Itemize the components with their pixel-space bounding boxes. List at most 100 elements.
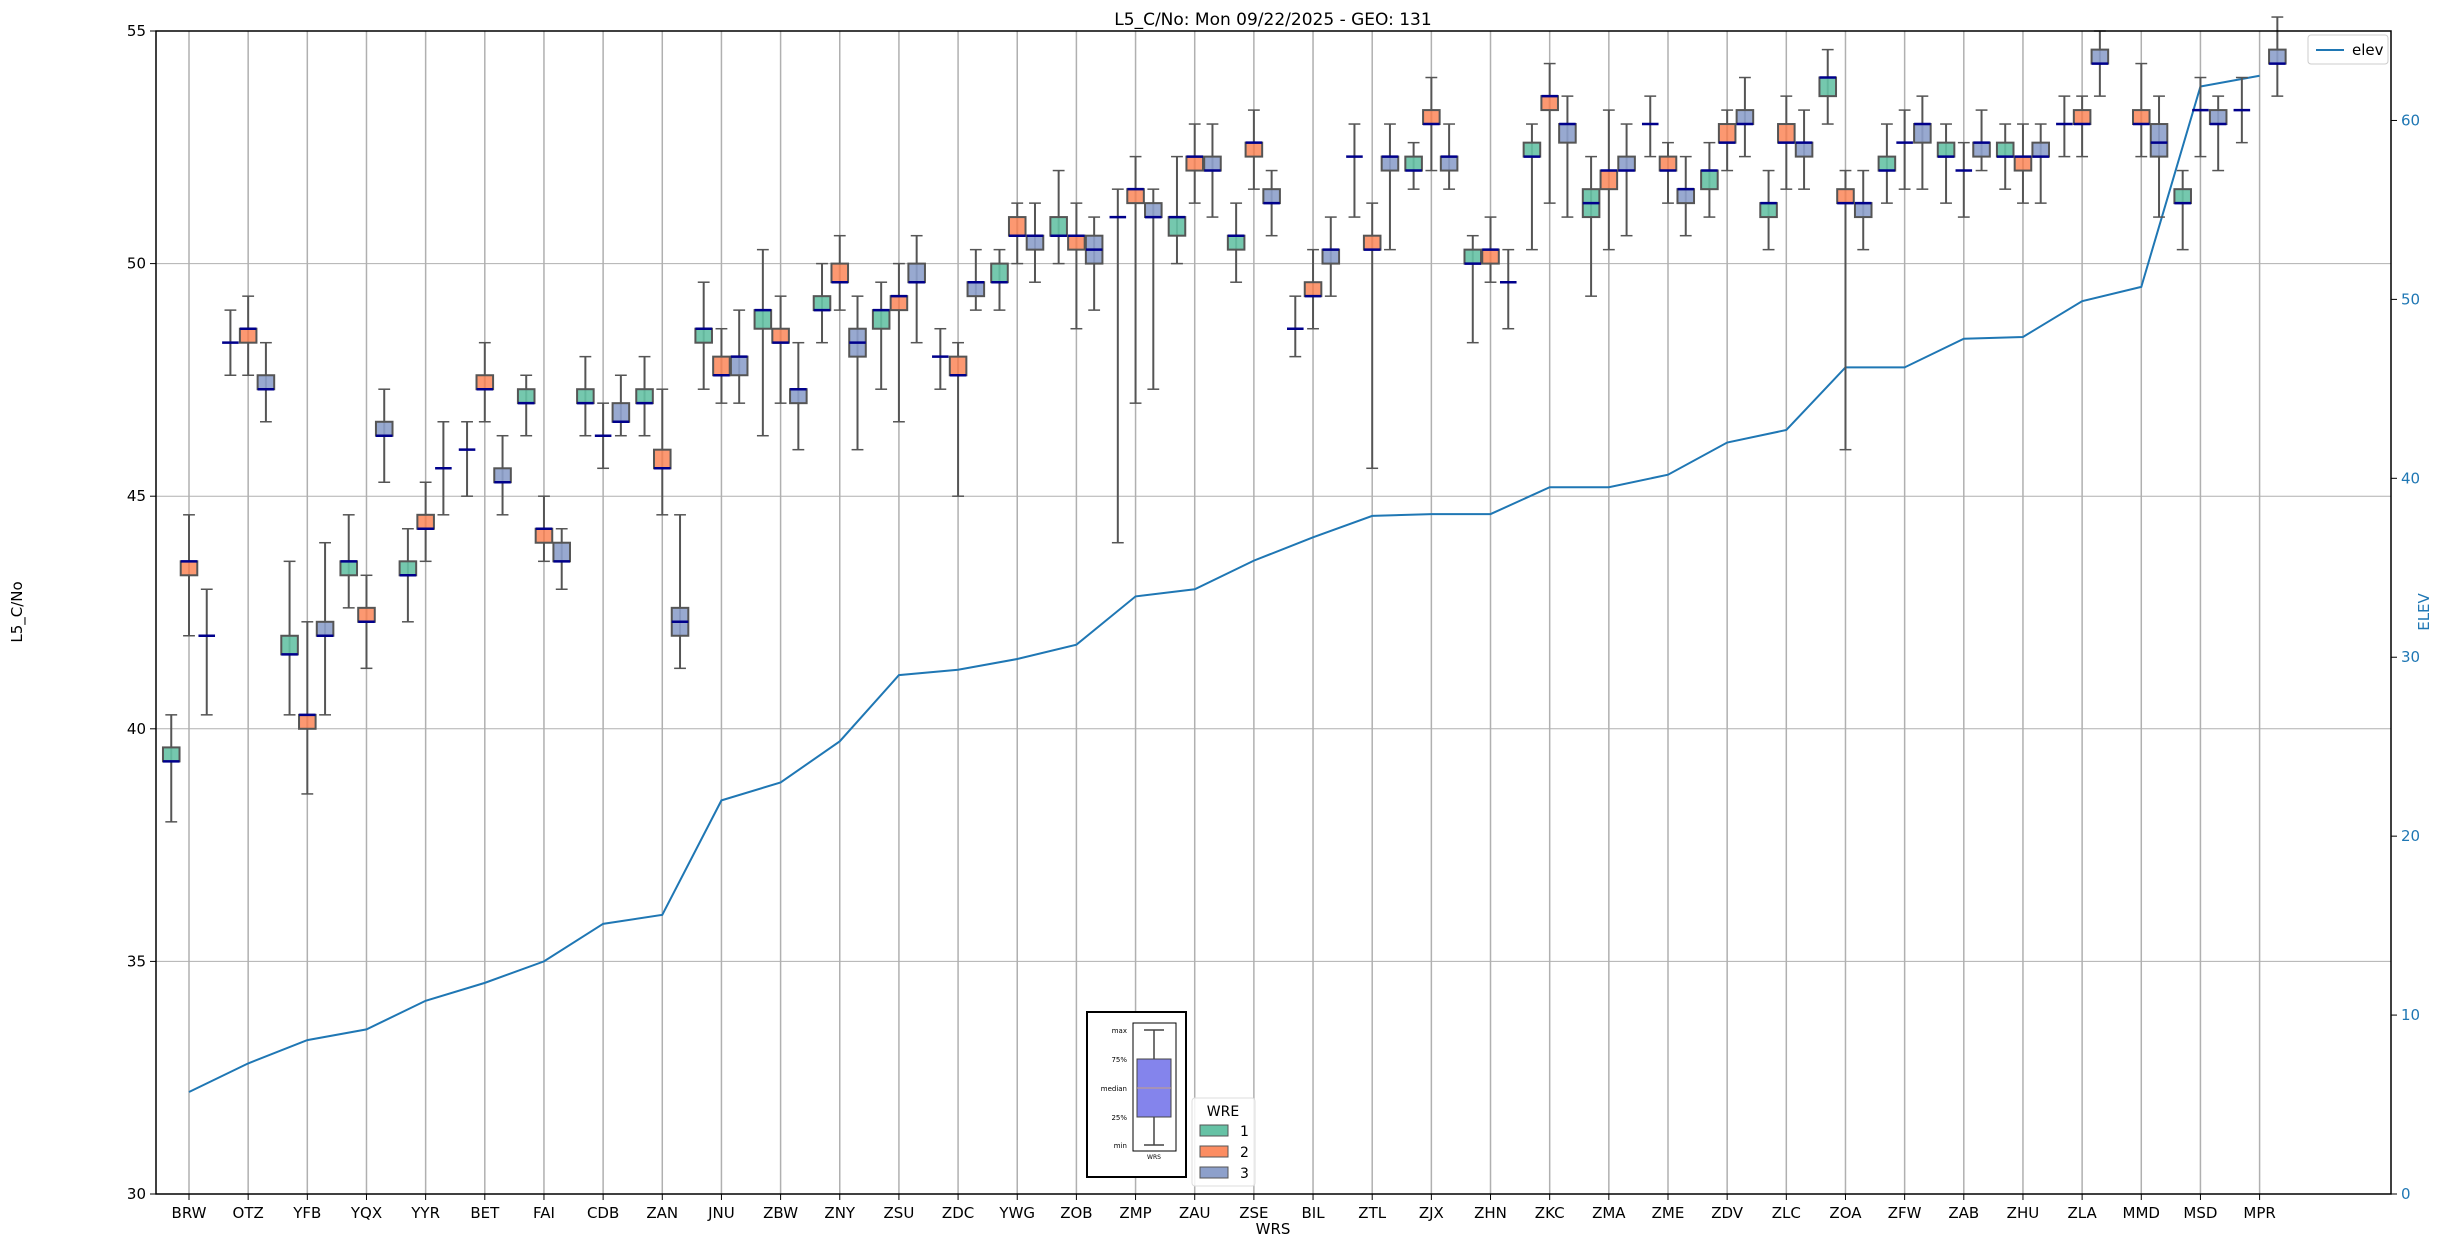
box-iqr: [1422, 109, 1441, 126]
box-zau-wre2: [1185, 123, 1205, 204]
box-iqr: [475, 374, 495, 391]
box-zab-wre2: [1955, 141, 1973, 218]
box-zhn-wre1: [1463, 234, 1483, 344]
wre-legend-label-1: 1: [1240, 1124, 1249, 1140]
box-msd-wre2: [2192, 76, 2209, 158]
box-iqr: [534, 527, 554, 544]
box-iqr: [1049, 216, 1068, 237]
box-iqr: [1995, 141, 2015, 158]
x-tick-label-zhn: ZHN: [1474, 1204, 1507, 1222]
box-zme-wre1: [1641, 95, 1659, 158]
box-zjx-wre2: [1422, 76, 1441, 172]
y-tick-label: 40: [127, 720, 146, 738]
x-tick-label-zsu: ZSU: [884, 1204, 915, 1222]
explainer-label-q3: 75%: [1111, 1056, 1127, 1064]
box-brw-wre3: [198, 588, 216, 716]
box-bil-wre1: [1287, 295, 1304, 358]
box-iqr: [2131, 109, 2151, 126]
box-iqr: [1203, 155, 1222, 172]
box-jnu-wre3: [729, 309, 749, 404]
x-tick-label-zau: ZAU: [1179, 1204, 1211, 1222]
box-zmp-wre1: [1109, 188, 1127, 544]
elev-legend: elev: [2307, 34, 2389, 65]
box-iqr: [1836, 188, 1855, 205]
box-zmp-wre3: [1144, 188, 1163, 390]
x-axis-label: WRS: [1256, 1220, 1291, 1238]
box-zsu-wre3: [907, 234, 926, 344]
box-iqr: [493, 467, 512, 484]
box-fai-wre1: [516, 374, 536, 437]
box-zma-wre3: [1617, 123, 1636, 237]
y-tick-label: 55: [127, 22, 146, 40]
box-iqr: [2072, 109, 2092, 126]
box-zdc-wre3: [966, 248, 986, 311]
box-iqr: [1303, 281, 1323, 298]
box-iqr: [516, 388, 536, 405]
box-zjx-wre3: [1439, 123, 1459, 190]
box-iqr: [1735, 109, 1755, 126]
explainer-xlabel: WRS: [1147, 1154, 1161, 1161]
box-zau-wre1: [1167, 155, 1187, 265]
box-zla-wre2: [2072, 95, 2092, 158]
box-iqr: [635, 388, 654, 405]
x-tick-label-jnu: JNU: [707, 1204, 735, 1222]
box-zdc-wre2: [948, 341, 968, 497]
box-iqr: [729, 355, 749, 377]
box-iqr: [552, 541, 571, 563]
box-zsu-wre1: [871, 281, 891, 390]
box-zhu-wre2: [2013, 123, 2033, 204]
box-ztl-wre1: [1346, 123, 1363, 218]
box-iqr: [830, 262, 850, 284]
box-iqr: [1540, 95, 1559, 112]
box-iqr: [1853, 202, 1873, 219]
wre-legend-swatch-1: [1199, 1124, 1229, 1137]
box-iqr: [1167, 216, 1187, 237]
box-iqr: [1617, 155, 1636, 172]
box-iqr: [1522, 141, 1542, 158]
box-iqr: [179, 560, 199, 577]
box-zla-wre1: [2056, 95, 2073, 158]
box-iqr: [948, 355, 968, 377]
box-iqr: [1185, 155, 1205, 172]
y2-axis-label: ELEV: [2415, 592, 2433, 630]
box-zkc-wre2: [1540, 62, 1559, 204]
x-tick-label-brw: BRW: [172, 1204, 207, 1222]
box-zab-wre3: [1972, 109, 1991, 172]
box-mmd-wre3: [2149, 95, 2169, 218]
x-tick-label-msd: MSD: [2183, 1204, 2217, 1222]
box-iqr: [907, 262, 926, 284]
box-zob-wre1: [1049, 169, 1068, 265]
wre-legend-title: WRE: [1207, 1104, 1239, 1120]
box-zau-wre3: [1203, 123, 1222, 218]
box-fai-wre3: [552, 528, 571, 590]
box-iqr: [2208, 109, 2228, 126]
box-ztl-wre3: [1380, 123, 1400, 251]
x-tick-label-zdv: ZDV: [1711, 1204, 1744, 1222]
box-zfw-wre3: [1913, 95, 1932, 190]
box-iqr: [1262, 188, 1281, 205]
explainer-label-min: min: [1114, 1142, 1127, 1150]
box-zma-wre2: [1599, 109, 1619, 251]
box-iqr: [280, 634, 299, 656]
box-mpr-wre3: [2268, 16, 2287, 97]
box-iqr: [1877, 155, 1897, 172]
box-otz-wre3: [256, 341, 276, 423]
box-iqr: [753, 309, 773, 330]
box-iqr: [357, 606, 376, 623]
x-tick-label-zjx: ZJX: [1419, 1204, 1444, 1222]
box-iqr: [1067, 234, 1086, 251]
box-iqr: [1244, 141, 1264, 158]
box-yqx-wre3: [374, 388, 394, 483]
box-iqr: [1794, 141, 1814, 158]
box-iqr: [611, 402, 631, 423]
box-iqr: [1558, 123, 1577, 144]
box-iqr: [238, 327, 258, 344]
box-zny-wre2: [830, 234, 850, 311]
box-iqr: [1658, 155, 1678, 172]
box-zjx-wre1: [1404, 141, 1423, 190]
box-iqr: [1025, 234, 1045, 251]
box-zob-wre3: [1084, 216, 1104, 311]
box-iqr: [398, 560, 418, 577]
box-cdb-wre2: [594, 402, 612, 470]
box-iqr: [1144, 202, 1163, 219]
